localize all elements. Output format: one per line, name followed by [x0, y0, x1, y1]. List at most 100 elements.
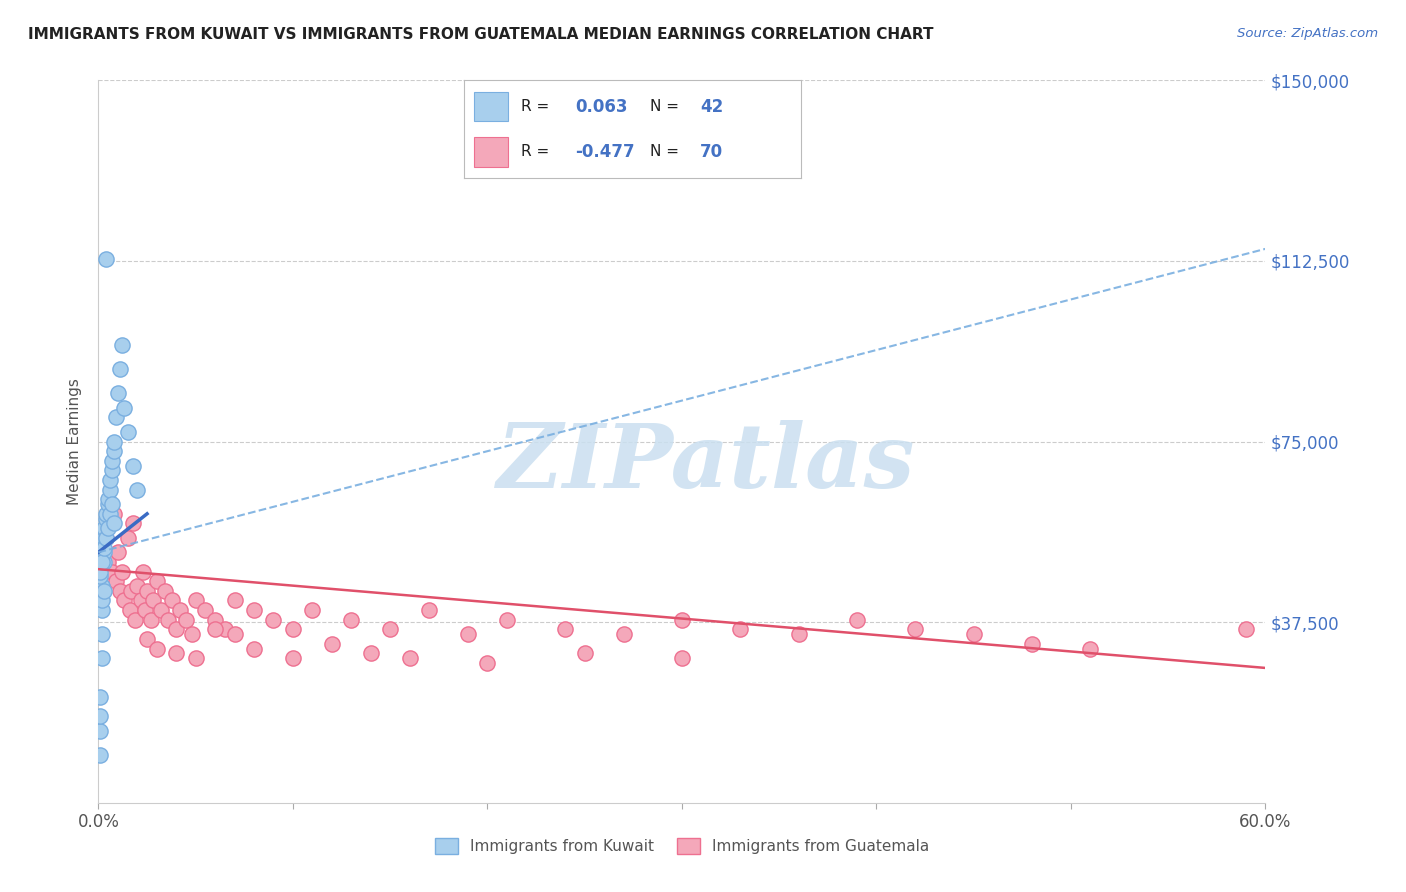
Point	[262, 613, 284, 627]
Point	[962, 627, 984, 641]
Text: N =: N =	[650, 99, 683, 114]
Point	[89, 569, 111, 583]
Point	[104, 574, 127, 589]
Point	[103, 434, 125, 449]
Point	[477, 656, 499, 670]
Point	[730, 623, 752, 637]
Point	[103, 507, 125, 521]
Point	[139, 613, 162, 627]
Point	[107, 386, 129, 401]
Point	[111, 338, 134, 352]
Point	[98, 483, 121, 497]
Text: ZIPatlas: ZIPatlas	[496, 420, 914, 507]
Text: R =: R =	[522, 145, 554, 160]
Point	[93, 521, 115, 535]
Point	[146, 641, 169, 656]
Point	[1234, 623, 1257, 637]
Point	[121, 583, 143, 598]
Point	[93, 583, 115, 598]
Point	[321, 637, 343, 651]
Point	[91, 627, 114, 641]
Point	[184, 593, 207, 607]
Point	[98, 473, 121, 487]
Point	[281, 651, 304, 665]
Point	[129, 593, 152, 607]
Point	[380, 623, 402, 637]
Point	[103, 444, 125, 458]
Text: Source: ZipAtlas.com: Source: ZipAtlas.com	[1237, 27, 1378, 40]
Point	[96, 507, 118, 521]
Point	[301, 603, 323, 617]
Point	[91, 555, 114, 569]
Point	[89, 747, 111, 762]
Point	[89, 723, 111, 738]
Legend: Immigrants from Kuwait, Immigrants from Guatemala: Immigrants from Kuwait, Immigrants from …	[429, 832, 935, 860]
Point	[108, 362, 131, 376]
Point	[112, 593, 135, 607]
Point	[97, 521, 120, 535]
Point	[1021, 637, 1043, 651]
Point	[214, 623, 236, 637]
Point	[91, 651, 114, 665]
Point	[111, 565, 134, 579]
Point	[613, 627, 636, 641]
Point	[96, 252, 118, 266]
Point	[112, 401, 135, 415]
Point	[93, 555, 115, 569]
Point	[554, 623, 576, 637]
FancyBboxPatch shape	[474, 137, 508, 167]
Point	[904, 623, 927, 637]
Point	[671, 613, 693, 627]
Point	[132, 565, 155, 579]
Point	[142, 593, 165, 607]
Point	[93, 545, 115, 559]
Point	[104, 410, 127, 425]
Point	[136, 583, 159, 598]
Point	[97, 555, 120, 569]
Point	[243, 603, 266, 617]
Point	[117, 425, 139, 439]
Point	[153, 583, 176, 598]
Point	[96, 511, 118, 525]
Point	[165, 623, 187, 637]
Point	[97, 497, 120, 511]
Text: N =: N =	[650, 145, 683, 160]
Point	[89, 690, 111, 704]
Point	[180, 627, 202, 641]
Text: 0.063: 0.063	[575, 98, 628, 116]
Point	[204, 623, 226, 637]
Point	[98, 507, 121, 521]
Point	[101, 497, 124, 511]
Point	[496, 613, 519, 627]
Point	[165, 647, 187, 661]
Point	[457, 627, 479, 641]
Point	[162, 593, 184, 607]
Point	[787, 627, 810, 641]
FancyBboxPatch shape	[474, 92, 508, 121]
Point	[846, 613, 869, 627]
Point	[134, 603, 156, 617]
Point	[108, 583, 131, 598]
Point	[103, 516, 125, 531]
Point	[93, 541, 115, 555]
Point	[122, 516, 145, 531]
Point	[101, 454, 124, 468]
Point	[124, 613, 146, 627]
Text: -0.477: -0.477	[575, 143, 636, 161]
Point	[574, 647, 596, 661]
Point	[671, 651, 693, 665]
Point	[169, 603, 191, 617]
Point	[122, 458, 145, 473]
Point	[1080, 641, 1102, 656]
Point	[398, 651, 420, 665]
Point	[136, 632, 159, 646]
Point	[224, 627, 246, 641]
Point	[101, 463, 124, 477]
Point	[93, 531, 115, 545]
Point	[97, 492, 120, 507]
Point	[224, 593, 246, 607]
Point	[107, 545, 129, 559]
Point	[91, 579, 114, 593]
Point	[96, 531, 118, 545]
Point	[146, 574, 169, 589]
